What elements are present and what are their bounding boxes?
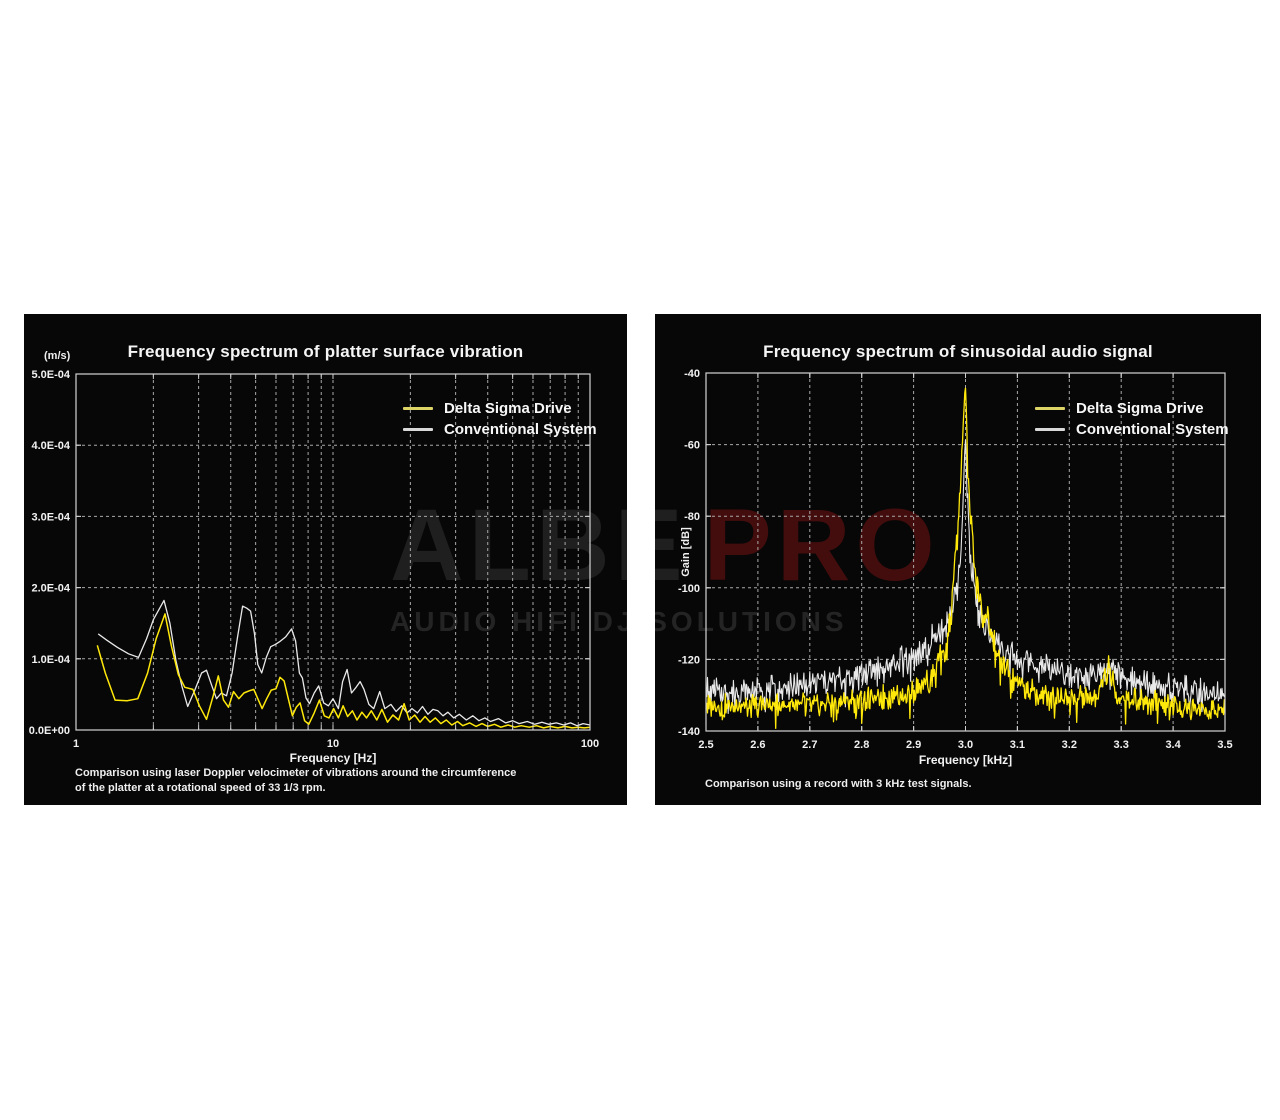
series-delta-sigma-drive xyxy=(96,613,590,729)
y-tick-label: -120 xyxy=(678,654,700,666)
y-tick-label: 1.0E-04 xyxy=(31,654,70,666)
x-tick-label: 10 xyxy=(327,738,339,750)
chart-canvas: 5.0E-04 4.0E-04 3.0E-04 2.0E-04 1.0E-04 0.0E+… xyxy=(29,369,599,750)
x-tick-label: 100 xyxy=(581,738,599,750)
legend-swatch-conventional xyxy=(403,428,433,431)
y-tick-label: 4.0E-04 xyxy=(31,440,70,452)
chart-caption: Comparison using laser Doppler velocimet… xyxy=(75,767,517,794)
legend: Delta Sigma Drive Conventional System xyxy=(403,398,597,440)
x-tick-label: 3.2 xyxy=(1062,739,1077,751)
y-tick-label: -80 xyxy=(684,511,700,523)
x-tick-label: 3.5 xyxy=(1217,739,1232,751)
chart-title: Frequency spectrum of sinusoidal audio s… xyxy=(763,342,1153,361)
y-tick-label: -40 xyxy=(684,368,700,380)
legend-item-delta-sigma: Delta Sigma Drive xyxy=(403,398,597,419)
x-tick-label: 2.7 xyxy=(802,739,817,751)
legend-item-conventional: Conventional System xyxy=(403,419,597,440)
x-tick-label: 2.9 xyxy=(906,739,921,751)
x-tick-label: 3.4 xyxy=(1165,739,1181,751)
x-tick-label: 2.5 xyxy=(698,739,713,751)
x-tick-label: 3.0 xyxy=(958,739,973,751)
y-tick-label: -140 xyxy=(678,726,700,738)
series-conventional-system xyxy=(706,439,1225,715)
x-tick-label: 3.1 xyxy=(1010,739,1025,751)
series-delta-sigma-drive xyxy=(706,387,1225,729)
y-tick-label: 0.0E+00 xyxy=(29,725,70,737)
legend-swatch-delta-sigma xyxy=(1035,407,1065,410)
y-tick-label: -100 xyxy=(678,583,700,595)
x-tick-label: 2.6 xyxy=(750,739,765,751)
series-conventional-system xyxy=(97,599,590,727)
x-tick-label: 2.8 xyxy=(854,739,869,751)
legend-label: Conventional System xyxy=(444,421,597,438)
left-chart-panel: ALBEPRO AUDIO HIFI DJ SOLUTIONS Frequenc… xyxy=(24,314,627,805)
x-axis-label: Frequency [kHz] xyxy=(918,753,1013,767)
y-axis-label: Gain [dB] xyxy=(680,527,692,577)
legend-item-conventional: Conventional System xyxy=(1035,419,1229,440)
chart-caption: Comparison using a record with 3 kHz tes… xyxy=(705,778,972,790)
right-chart-panel: ALBEPRO AUDIO HIFI DJ SOLUTIONS Frequenc… xyxy=(655,314,1261,805)
legend-label: Delta Sigma Drive xyxy=(444,400,572,417)
x-tick-label: 1 xyxy=(73,738,79,750)
y-tick-label: -60 xyxy=(684,440,700,452)
y-axis-unit-label: (m/s) xyxy=(44,350,71,362)
y-tick-label: 3.0E-04 xyxy=(31,511,70,523)
y-tick-label: 5.0E-04 xyxy=(31,369,70,381)
legend-swatch-delta-sigma xyxy=(403,407,433,410)
x-axis-label: Frequency [Hz] xyxy=(289,751,377,765)
legend: Delta Sigma Drive Conventional System xyxy=(1035,398,1229,440)
chart-title: Frequency spectrum of platter surface vi… xyxy=(127,342,524,361)
legend-label: Conventional System xyxy=(1076,421,1229,438)
x-tick-label: 3.3 xyxy=(1114,739,1129,751)
legend-item-delta-sigma: Delta Sigma Drive xyxy=(1035,398,1229,419)
legend-swatch-conventional xyxy=(1035,428,1065,431)
legend-label: Delta Sigma Drive xyxy=(1076,400,1204,417)
y-tick-label: 2.0E-04 xyxy=(31,583,70,595)
